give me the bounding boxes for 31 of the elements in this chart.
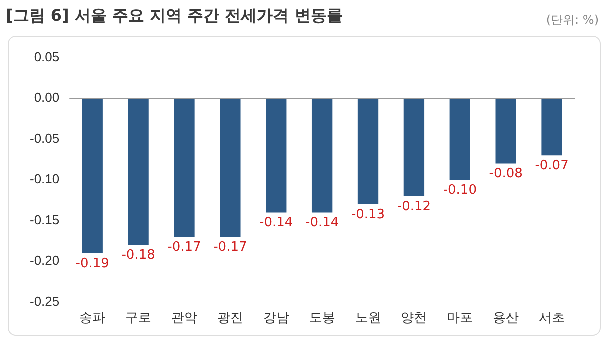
data-label: -0.12 (397, 199, 432, 214)
x-tick-label: 송파 (80, 310, 106, 325)
x-tick-label: 강남 (263, 310, 290, 325)
x-tick-label: 양천 (401, 310, 428, 325)
data-label: -0.19 (76, 256, 110, 272)
y-tick-label: -0.20 (30, 253, 60, 268)
data-label: -0.13 (351, 207, 386, 222)
x-tick-label: 용산 (493, 310, 520, 325)
x-tick-label: 도봉 (309, 310, 336, 325)
data-label: -0.17 (168, 240, 202, 256)
text: (단위: %) (546, 12, 599, 29)
y-tick-label: 0.00 (34, 90, 60, 106)
y-tick-label: -0.25 (30, 294, 60, 309)
y-tick-label: 0.05 (34, 49, 60, 64)
x-tick-label: 서초 (539, 310, 566, 325)
x-tick-label: 관악 (171, 310, 198, 325)
y-tick-label: -0.05 (30, 130, 60, 146)
x-tick-label: 구로 (126, 310, 152, 325)
x-tick-label: 광진 (217, 310, 244, 325)
x-tick-label: 노원 (355, 310, 382, 325)
chart-title: [그림 6] 서울 주요 지역 주간 전세가격 변동률 (6, 6, 343, 27)
x-tick-label: 마포 (447, 310, 474, 325)
data-label: -0.10 (443, 182, 477, 198)
data-label: -0.07 (535, 158, 569, 174)
data-label: -0.14 (260, 216, 294, 231)
data-label: -0.14 (305, 216, 340, 231)
y-tick-label: -0.10 (30, 172, 60, 187)
data-label: -0.18 (122, 248, 156, 264)
data-label: -0.08 (489, 166, 523, 182)
y-tick-label: -0.15 (30, 212, 60, 228)
data-label: -0.17 (214, 240, 248, 256)
